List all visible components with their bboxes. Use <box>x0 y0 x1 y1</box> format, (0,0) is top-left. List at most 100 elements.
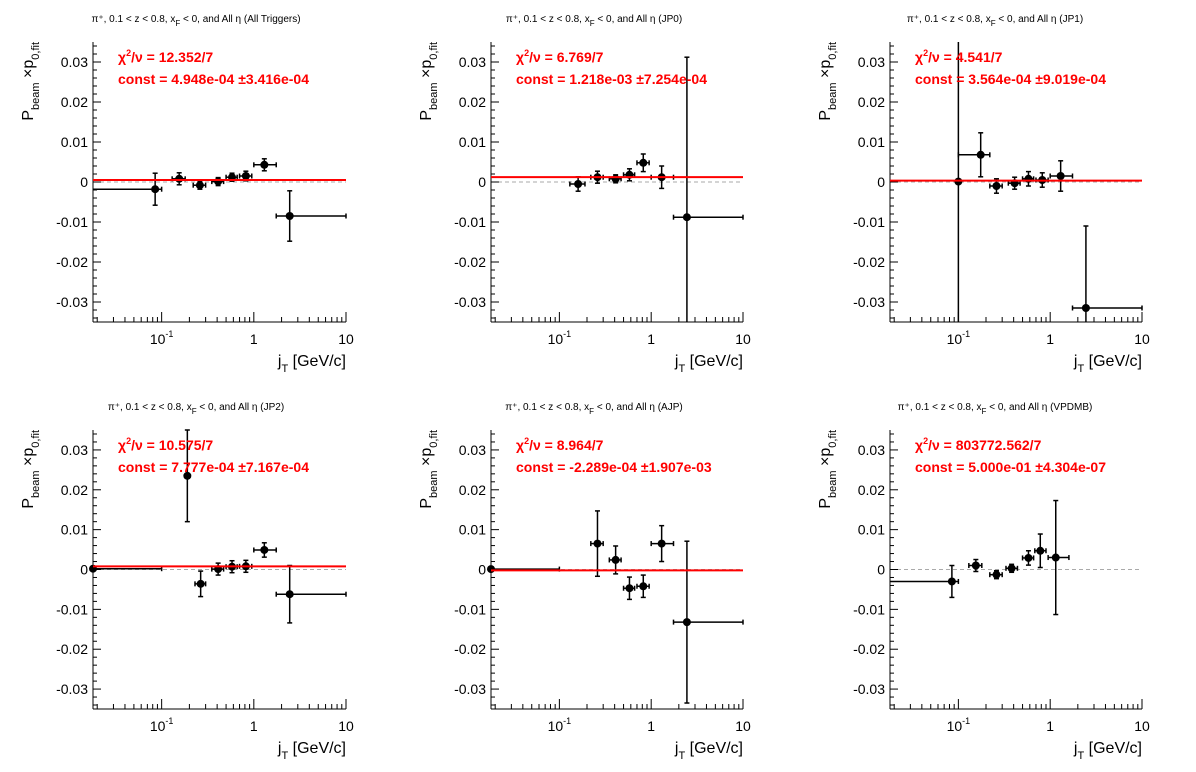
data-point <box>622 168 636 182</box>
y-axis-label: Pbeam ×p0,fit <box>817 430 839 509</box>
data-point <box>1049 160 1074 192</box>
point-marker <box>947 577 956 586</box>
data-point <box>1021 170 1035 187</box>
point-marker <box>976 150 985 159</box>
data-point <box>211 176 225 187</box>
x-tick-label: 10 <box>338 331 354 347</box>
y-tick-label: 0.03 <box>61 54 88 70</box>
x-tick-label: 10-1 <box>548 329 572 347</box>
data-point <box>1007 176 1021 190</box>
x-axis-label: jT [GeV/c] <box>1073 740 1142 762</box>
data-point <box>636 574 650 599</box>
data-point <box>183 429 192 523</box>
y-axis-label: Pbeam ×p0,fit <box>20 430 42 509</box>
point-marker <box>285 212 294 220</box>
y-tick-label: -0.02 <box>56 641 88 657</box>
y-tick-label: -0.01 <box>454 214 486 230</box>
point-marker <box>214 177 223 186</box>
y-tick-label: -0.02 <box>853 254 885 270</box>
y-tick-label: 0.01 <box>858 522 885 538</box>
y-tick-label: 0 <box>877 174 885 190</box>
y-tick-label: -0.03 <box>56 294 88 310</box>
y-tick-label: 0 <box>80 174 88 190</box>
y-tick-label: 0 <box>877 562 885 578</box>
y-tick-label: -0.03 <box>454 681 486 697</box>
y-tick-label: -0.03 <box>853 681 885 697</box>
y-tick-label: 0.02 <box>459 94 486 110</box>
data-point <box>211 562 225 576</box>
y-tick-label: 0.02 <box>61 94 88 110</box>
point-marker <box>1024 553 1033 562</box>
point-marker <box>1081 304 1090 312</box>
fit-chi2-text: χ2/ν = 803772.562/7 <box>915 436 1042 453</box>
x-tick-label: 10 <box>1134 718 1150 734</box>
point-marker <box>195 181 204 190</box>
point-marker <box>639 582 648 591</box>
chart-panel-4: π⁺, 0.1 < z < 0.8, xF < 0, and All η (JP… <box>20 402 354 762</box>
point-marker <box>1056 172 1065 180</box>
data-point <box>275 190 347 242</box>
data-point <box>608 545 622 575</box>
data-point <box>989 569 1003 580</box>
point-marker <box>611 174 620 183</box>
y-tick-label: -0.02 <box>454 641 486 657</box>
point-marker <box>682 618 691 627</box>
point-marker <box>657 539 666 548</box>
y-axis-label: Pbeam ×p0,fit <box>817 42 839 121</box>
point-marker <box>611 555 620 564</box>
data-point <box>253 542 277 558</box>
fit-const-text: const = 5.000e-01 ±4.304e-07 <box>915 459 1106 475</box>
y-tick-label: 0 <box>478 562 486 578</box>
y-tick-label: -0.02 <box>853 641 885 657</box>
y-tick-label: -0.01 <box>454 601 486 617</box>
x-axis-label: jT [GeV/c] <box>277 740 346 762</box>
x-tick-label: 10 <box>338 718 354 734</box>
fit-const-text: const = 3.564e-04 ±9.019e-04 <box>915 71 1106 87</box>
point-marker <box>639 158 648 167</box>
data-point <box>636 153 650 173</box>
data-point <box>253 158 277 172</box>
y-tick-label: 0.03 <box>459 442 486 458</box>
x-axis-label: jT [GeV/c] <box>1073 353 1142 375</box>
y-tick-label: 0.03 <box>858 54 885 70</box>
data-point <box>192 180 207 190</box>
x-tick-label: 10-1 <box>548 716 572 734</box>
point-marker <box>260 160 269 169</box>
point-marker <box>1036 546 1045 555</box>
fit-const-text: const = 1.218e-03 ±7.254e-04 <box>516 71 707 87</box>
point-marker <box>1051 553 1060 562</box>
chart-panel-2: π⁺, 0.1 < z < 0.8, xF < 0, and All η (JP… <box>418 14 751 375</box>
y-tick-label: -0.01 <box>56 601 88 617</box>
y-tick-label: 0 <box>478 174 486 190</box>
x-tick-label: 10-1 <box>947 329 971 347</box>
y-tick-label: 0.01 <box>61 522 88 538</box>
x-axis-label: jT [GeV/c] <box>674 353 743 375</box>
point-marker <box>183 471 192 480</box>
fit-const-text: const = 4.948e-04 ±3.416e-04 <box>118 71 309 87</box>
data-point <box>672 56 744 322</box>
y-tick-label: -0.01 <box>853 214 885 230</box>
data-point <box>275 564 347 624</box>
data-point <box>1034 533 1047 569</box>
x-axis-label: jT [GeV/c] <box>674 740 743 762</box>
fit-const-text: const = 7.777e-04 ±7.167e-04 <box>118 459 309 475</box>
point-marker <box>682 213 691 222</box>
point-marker <box>196 579 205 588</box>
y-tick-label: 0.01 <box>858 134 885 150</box>
data-point <box>1047 499 1070 616</box>
x-tick-label: 10-1 <box>150 716 174 734</box>
y-tick-label: 0 <box>80 562 88 578</box>
chart-title: π⁺, 0.1 < z < 0.8, xF < 0, and All η (VP… <box>898 402 1093 416</box>
chart-panel-5: π⁺, 0.1 < z < 0.8, xF < 0, and All η (AJ… <box>418 402 751 762</box>
y-axis-label: Pbeam ×p0,fit <box>418 430 440 509</box>
data-point <box>650 524 675 563</box>
x-tick-label: 1 <box>1046 331 1054 347</box>
y-tick-label: 0.01 <box>459 134 486 150</box>
y-tick-label: -0.03 <box>454 294 486 310</box>
y-tick-label: 0.03 <box>61 442 88 458</box>
chart-title: π⁺, 0.1 < z < 0.8, xF < 0, and All η (JP… <box>108 402 284 416</box>
chart-panel-3: π⁺, 0.1 < z < 0.8, xF < 0, and All η (JP… <box>817 14 1150 375</box>
data-point <box>957 132 991 178</box>
point-marker <box>241 172 250 180</box>
